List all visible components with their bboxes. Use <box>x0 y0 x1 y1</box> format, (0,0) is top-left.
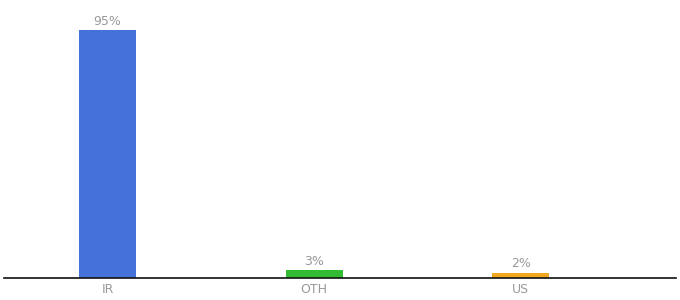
Bar <box>286 270 343 278</box>
Bar <box>492 273 549 278</box>
Text: 2%: 2% <box>511 257 531 270</box>
Text: 3%: 3% <box>304 254 324 268</box>
Text: 95%: 95% <box>94 15 122 28</box>
Bar <box>79 30 136 278</box>
